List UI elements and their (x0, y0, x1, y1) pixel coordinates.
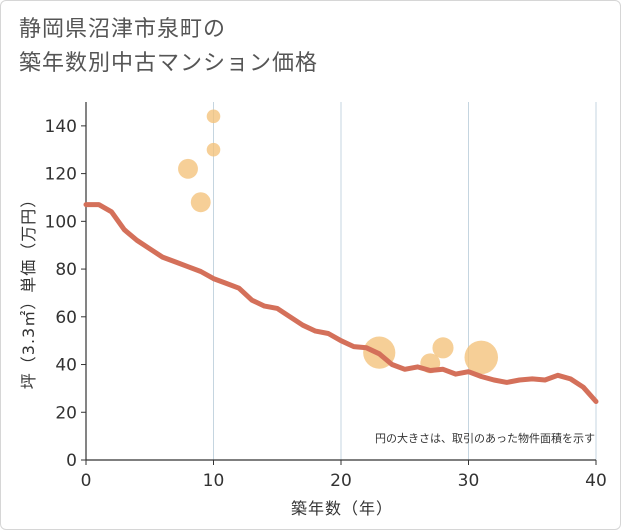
y-axis-label: 坪（3.3㎡）単価（万円） (19, 191, 38, 389)
bubble-point-2 (206, 109, 221, 124)
bubble-point-3 (206, 142, 221, 157)
x-tick-label-30: 30 (458, 471, 480, 491)
chart-title: 静岡県沼津市泉町の 築年数別中古マンション価格 (19, 13, 318, 81)
price-trend-line (83, 202, 599, 404)
y-tick-label-60: 60 (55, 308, 77, 328)
x-tick-label-0: 0 (81, 471, 92, 491)
chart-title-line-2: 築年数別中古マンション価格 (19, 51, 319, 76)
axes (81, 102, 597, 465)
y-tick-label-120: 120 (45, 165, 77, 185)
x-tick-label-20: 20 (330, 471, 352, 491)
chart-title-line-1: 静岡県沼津市泉町の (19, 17, 227, 42)
bubble-series (178, 109, 499, 375)
y-tick-label-0: 0 (66, 451, 77, 471)
tick-labels: 0 20 40 60 80 100 120 140 0 10 20 30 40 (45, 117, 607, 491)
y-tick-label-20: 20 (55, 403, 77, 423)
bubble-point-1 (190, 192, 211, 213)
line-series (83, 202, 599, 404)
x-tick-label-40: 40 (585, 471, 607, 491)
x-tick-label-10: 10 (203, 471, 225, 491)
x-axis-label: 築年数（年） (291, 499, 393, 518)
y-tick-label-40: 40 (55, 356, 77, 376)
y-tick-label-140: 140 (45, 117, 77, 137)
y-tick-label-80: 80 (55, 260, 77, 280)
grid-lines (213, 102, 597, 460)
size-note: 円の大きさは、取引のあった物件面積を示す (375, 431, 595, 445)
y-tick-label-100: 100 (45, 212, 77, 232)
bubble-point-6 (432, 337, 454, 359)
bubble-point-7 (464, 340, 499, 375)
bubble-point-0 (178, 158, 198, 179)
